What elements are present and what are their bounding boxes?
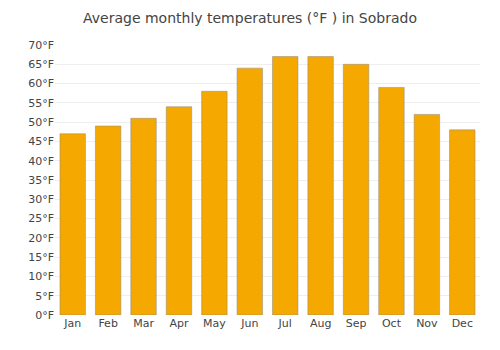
svg-text:May: May <box>203 317 226 330</box>
svg-text:30°F: 30°F <box>28 193 54 206</box>
svg-text:Jun: Jun <box>240 317 258 330</box>
svg-text:Apr: Apr <box>169 317 189 330</box>
svg-text:65°F: 65°F <box>28 58 54 71</box>
svg-text:Feb: Feb <box>98 317 117 330</box>
svg-text:50°F: 50°F <box>28 116 54 129</box>
svg-text:55°F: 55°F <box>28 97 54 110</box>
svg-text:45°F: 45°F <box>28 135 54 148</box>
svg-text:Dec: Dec <box>452 317 473 330</box>
svg-text:40°F: 40°F <box>28 155 54 168</box>
svg-text:Average monthly temperatures (: Average monthly temperatures (°F ) in So… <box>83 10 417 26</box>
svg-text:10°F: 10°F <box>28 270 54 283</box>
svg-text:70°F: 70°F <box>28 39 54 52</box>
svg-text:35°F: 35°F <box>28 174 54 187</box>
svg-text:Mar: Mar <box>133 317 154 330</box>
svg-text:20°F: 20°F <box>28 232 54 245</box>
svg-text:0°F: 0°F <box>35 309 54 322</box>
svg-text:Sep: Sep <box>346 317 367 330</box>
svg-text:Oct: Oct <box>382 317 402 330</box>
svg-text:25°F: 25°F <box>28 212 54 225</box>
svg-text:60°F: 60°F <box>28 77 54 90</box>
svg-text:5°F: 5°F <box>35 290 54 303</box>
svg-text:Jul: Jul <box>278 317 292 330</box>
svg-text:Jan: Jan <box>63 317 81 330</box>
svg-text:Aug: Aug <box>310 317 331 330</box>
svg-text:15°F: 15°F <box>28 251 54 264</box>
svg-text:Nov: Nov <box>416 317 438 330</box>
